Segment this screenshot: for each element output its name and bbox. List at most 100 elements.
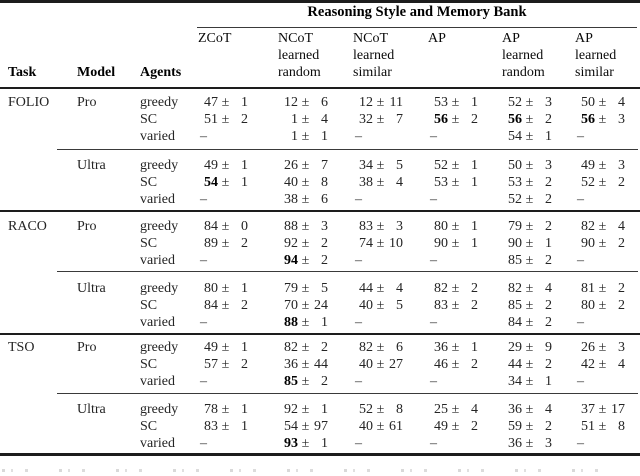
plus-minus-sign: ± [301,357,310,372]
table-group: Ultra greedy 80 ±1 79 ±5 44 ±4 82 ±2 82 ±4 81 ±2 SC 84 ±… [0,280,640,331]
result-error: 61 [389,419,403,434]
result-value: 83 [204,419,218,434]
result-cell: 93 ±1 [278,435,328,452]
plus-minus-sign: ± [376,402,385,417]
model-label: Ultra [77,402,106,417]
result-value: 79 [284,281,298,296]
result-error: 1 [545,236,552,251]
agent-label: SC [140,175,158,190]
result-cell: 80 ±2 [575,297,625,314]
empty-cell-dash: – [430,315,437,330]
result-value: 52 [508,192,522,207]
result-error: 2 [471,357,478,372]
plus-minus-sign: ± [451,298,460,313]
result-cell: 54 ±97 [278,418,328,435]
empty-cell-dash: – [355,253,362,268]
column-header-line: AP [502,31,520,46]
result-error: 4 [545,281,552,296]
result-cell: 88 ±1 [278,314,328,331]
result-cell: 56 ±2 [428,111,478,128]
plus-minus-sign: ± [451,357,460,372]
model-label: Pro [77,219,97,234]
result-value: 25 [434,402,448,417]
result-cell: – [198,191,207,208]
result-value: 57 [204,357,218,372]
result-error: 3 [396,219,403,234]
result-value: 53 [508,175,522,190]
result-cell: 53 ±2 [502,174,552,191]
result-error: 2 [321,374,328,389]
result-error: 2 [545,175,552,190]
result-cell: – [428,191,437,208]
plus-minus-sign: ± [598,175,607,190]
result-error: 2 [321,236,328,251]
result-cell: – [428,128,437,145]
result-error: 1 [471,95,478,110]
result-cell: – [198,128,207,145]
result-error: 1 [471,340,478,355]
result-error: 3 [545,436,552,451]
plus-minus-sign: ± [301,175,310,190]
result-value: 52 [359,402,373,417]
plus-minus-sign: ± [376,158,385,173]
result-cell: 78 ±1 [198,401,248,418]
task-label: TSO [8,340,35,355]
result-error: 7 [396,112,403,127]
result-cell: 1 ±4 [278,111,328,128]
result-cell: 90 ±1 [502,235,552,252]
result-cell: 74 ±10 [353,235,403,252]
result-value: 56 [434,112,448,127]
model-label: Pro [77,95,97,110]
result-value: 84 [204,219,218,234]
plus-minus-sign: ± [221,357,230,372]
result-cell: 32 ±7 [353,111,403,128]
result-cell: 56 ±3 [575,111,625,128]
result-value: 40 [359,298,373,313]
result-value: 36 [508,402,522,417]
plus-minus-sign: ± [376,419,385,434]
result-error: 2 [545,298,552,313]
result-value: 85 [508,298,522,313]
result-value: 53 [434,95,448,110]
result-cell: 44 ±2 [502,356,552,373]
task-label: RACO [8,219,47,234]
result-cell: 70 ±24 [278,297,328,314]
result-error: 1 [545,374,552,389]
plus-minus-sign: ± [525,340,534,355]
result-value: 26 [284,158,298,173]
plus-minus-sign: ± [221,402,230,417]
result-value: 54 [284,419,298,434]
result-cell: 89 ±2 [198,235,248,252]
result-value: 52 [581,175,595,190]
empty-cell-dash: – [430,436,437,451]
column-header-line: learned [502,48,544,63]
task-label: FOLIO [8,95,50,110]
result-error: 2 [545,253,552,268]
result-error: 1 [241,175,248,190]
column-header-line: learned [353,48,395,63]
agent-label: greedy [140,281,179,296]
plus-minus-sign: ± [301,253,310,268]
plus-minus-sign: ± [598,219,607,234]
result-cell: 52 ±2 [575,174,625,191]
column-header-line: NCoT [353,31,388,46]
result-cell: 88 ±3 [278,218,328,235]
result-value: 37 [581,402,595,417]
result-value: 44 [508,357,522,372]
result-value: 40 [284,175,298,190]
plus-minus-sign: ± [301,219,310,234]
result-cell: 12 ±6 [278,94,328,111]
result-cell: 46 ±2 [428,356,478,373]
agent-label: SC [140,357,158,372]
result-error: 24 [314,298,328,313]
plus-minus-sign: ± [221,219,230,234]
result-cell: 54 ±1 [198,174,248,191]
result-cell: 57 ±2 [198,356,248,373]
table-group: FOLIO Pro greedy 47 ±1 12 ±6 12 ±11 53 ±1 52 ±3 50 ±4 S… [0,94,640,145]
result-cell: 82 ±2 [278,339,328,356]
model-label: Ultra [77,158,106,173]
result-error: 4 [618,219,625,234]
result-value: 88 [284,219,298,234]
result-cell: – [198,373,207,390]
result-error: 1 [545,129,552,144]
